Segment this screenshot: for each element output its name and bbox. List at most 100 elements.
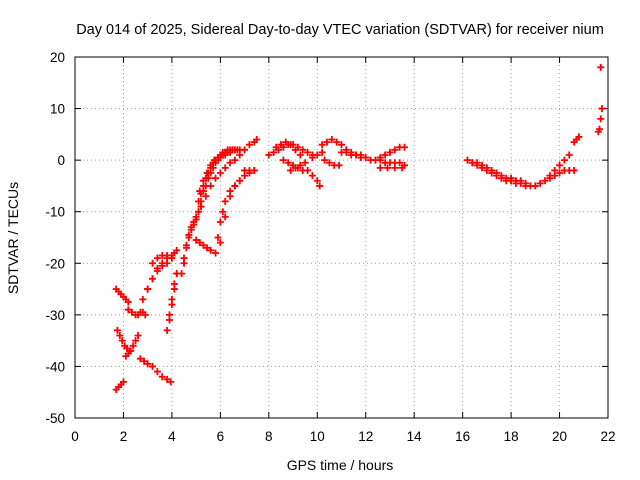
series-track-j <box>149 252 171 267</box>
series-track-s <box>192 236 215 254</box>
data-point <box>565 151 573 159</box>
series-track-f <box>122 331 142 360</box>
plot-frame <box>74 56 609 419</box>
series-track-ac <box>308 148 326 162</box>
data-point <box>522 179 530 187</box>
data-point <box>396 159 404 167</box>
series-track-x <box>265 141 316 159</box>
x-tick-label: 18 <box>504 429 519 444</box>
data-point <box>291 164 299 172</box>
data-point <box>221 164 229 172</box>
data-point <box>136 355 144 363</box>
data-point <box>352 151 360 159</box>
data-point <box>517 177 525 185</box>
data-point <box>304 148 312 156</box>
data-points <box>112 63 606 394</box>
data-point <box>391 164 399 172</box>
series-track-i <box>144 246 181 293</box>
series-track-v <box>236 136 261 159</box>
series-track-y <box>272 138 304 159</box>
data-point <box>488 166 496 174</box>
data-point <box>196 239 204 247</box>
data-point <box>338 141 345 149</box>
series-track-ah <box>376 143 408 162</box>
data-point <box>214 154 222 162</box>
data-point <box>335 161 343 169</box>
series-track-ak <box>468 159 491 172</box>
x-tick-label: 14 <box>407 429 423 444</box>
data-point <box>203 244 211 252</box>
data-point <box>304 166 312 174</box>
data-point <box>178 270 186 278</box>
data-point <box>478 161 486 169</box>
data-point <box>221 197 229 205</box>
data-point <box>129 342 137 350</box>
x-tick-label: 0 <box>71 429 79 444</box>
data-point <box>253 136 261 144</box>
data-point <box>116 331 124 339</box>
data-point <box>124 306 132 314</box>
data-point <box>207 182 215 190</box>
series-track-ab <box>304 166 324 190</box>
data-point <box>163 252 171 260</box>
data-point <box>219 208 227 216</box>
x-tick-label: 16 <box>455 429 470 444</box>
y-tick-label: -10 <box>45 205 65 220</box>
y-tick-label: 0 <box>57 153 65 168</box>
series-track-ao <box>546 151 573 180</box>
data-point <box>226 192 234 200</box>
data-point <box>270 148 278 156</box>
data-point <box>231 182 239 190</box>
x-tick-label: 12 <box>358 429 373 444</box>
series-track-e <box>136 308 149 319</box>
data-point <box>316 182 324 190</box>
data-point <box>149 275 157 283</box>
data-point <box>536 179 544 187</box>
data-point <box>241 146 249 154</box>
data-point <box>245 141 253 149</box>
data-point <box>190 221 198 229</box>
x-axis-label: GPS time / hours <box>287 457 394 473</box>
y-tick-label: -40 <box>45 359 65 374</box>
data-point <box>218 151 226 159</box>
data-point <box>272 143 280 151</box>
data-point <box>287 166 295 174</box>
data-point <box>328 136 336 144</box>
data-point <box>149 362 157 370</box>
data-point <box>187 226 195 234</box>
data-point <box>531 182 539 190</box>
data-point <box>556 169 564 177</box>
data-point <box>391 146 399 154</box>
data-point <box>597 115 605 123</box>
data-point <box>265 151 273 159</box>
y-tick-label: -30 <box>45 308 65 323</box>
series-track-u <box>216 177 244 247</box>
data-point <box>127 347 135 355</box>
data-point <box>170 285 178 293</box>
data-point <box>250 166 258 174</box>
grid-lines <box>75 57 608 418</box>
data-point <box>144 360 152 368</box>
data-point <box>173 246 181 254</box>
data-point <box>296 161 304 169</box>
data-point <box>132 337 140 345</box>
data-point <box>287 141 295 149</box>
data-point <box>357 154 365 162</box>
data-point <box>207 161 215 169</box>
data-point <box>199 241 207 249</box>
x-tick-label: 2 <box>120 429 128 444</box>
data-point <box>279 156 287 164</box>
data-point <box>195 197 203 205</box>
data-point <box>149 259 157 267</box>
data-point <box>551 166 559 174</box>
data-point <box>400 143 408 151</box>
data-point <box>210 156 218 164</box>
series-track-ae <box>321 156 343 169</box>
series-track-aa <box>287 159 309 174</box>
data-point <box>308 172 316 180</box>
y-tick-label: 10 <box>50 102 65 117</box>
data-point <box>167 378 175 386</box>
data-point <box>575 133 583 141</box>
data-point <box>284 159 292 167</box>
